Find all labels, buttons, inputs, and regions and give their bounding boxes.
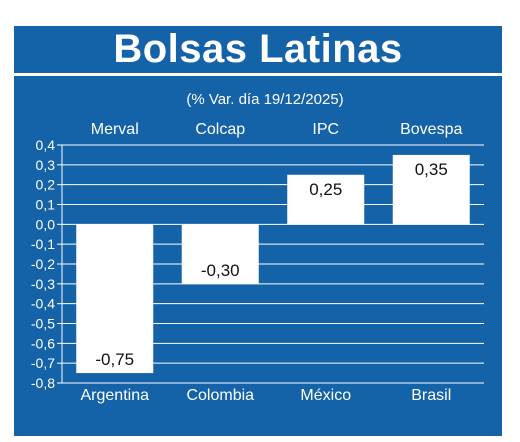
category-label: Colombia [186, 387, 254, 404]
category-label: Brasil [411, 387, 451, 404]
bar-méxico [287, 174, 365, 225]
bar-argentina [76, 224, 154, 374]
y-tick-label: 0,3 [36, 157, 56, 173]
chart-subtitle: (% Var. día 19/12/2025) [186, 91, 343, 108]
bars [76, 154, 470, 374]
y-tick-label: -0,4 [31, 296, 55, 312]
index-label: Merval [91, 121, 139, 138]
title-band: Bolsas Latinas [14, 26, 502, 76]
y-tick-label: 0,4 [36, 137, 56, 153]
y-tick-label: 0,0 [36, 216, 56, 232]
y-tick-label: -0,2 [31, 256, 55, 272]
data-label: 0,35 [415, 160, 448, 179]
bar-colombia [181, 224, 259, 284]
y-tick-label: -0,1 [31, 236, 55, 252]
index-label: Colcap [195, 121, 245, 138]
y-axis: 0,4 0,3 0,2 0,1 0,0 -0,1 -0,2 -0,3 -0,4 -0,5 -0,6 -… [31, 137, 63, 391]
labels: -0,75 Merval Argentina -0,30 Colcap Colombia 0… [81, 121, 463, 404]
category-label: México [300, 387, 351, 404]
y-tick-label: -0,7 [31, 355, 55, 371]
y-tick-label: -0,8 [31, 375, 55, 391]
y-tick-label: -0,5 [31, 316, 55, 332]
index-label: Bovespa [400, 121, 462, 138]
bar-brasil [392, 154, 470, 225]
data-label: -0,30 [201, 261, 240, 280]
category-label: Argentina [81, 387, 150, 404]
chart-title: Bolsas Latinas [113, 27, 403, 71]
index-label: IPC [312, 121, 339, 138]
y-tick-label: 0,2 [36, 177, 56, 193]
data-label: -0,75 [95, 350, 134, 369]
y-tick-label: -0,6 [31, 335, 55, 351]
y-tick-label: 0,1 [36, 197, 56, 213]
y-tick-label: -0,3 [31, 276, 55, 292]
data-label: 0,25 [309, 180, 342, 199]
